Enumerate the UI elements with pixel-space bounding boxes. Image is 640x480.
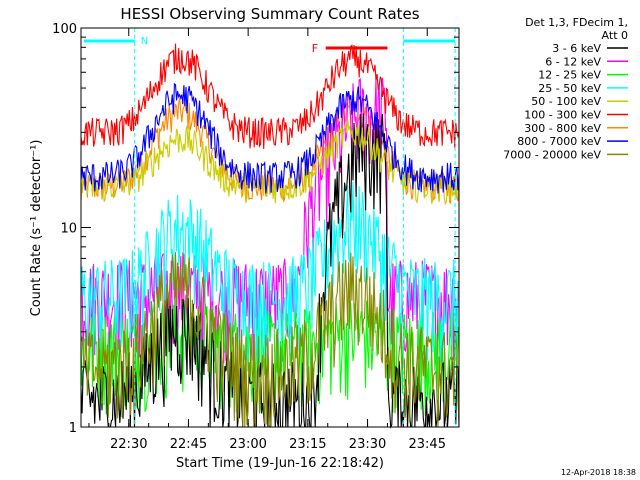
legend-label: 300 - 800 keV — [524, 122, 601, 135]
series-line-100-300-kev — [80, 43, 460, 150]
x-tick-label: 23:00 — [229, 437, 266, 452]
series-line-25-50-kev — [80, 181, 460, 363]
legend-label: 100 - 300 keV — [524, 109, 601, 122]
legend-label: 12 - 25 keV — [538, 69, 601, 82]
chart-title: HESSI Observing Summary Count Rates — [120, 5, 419, 23]
legend-label: 6 - 12 keV — [545, 55, 601, 68]
x-tick-label: 23:45 — [409, 437, 446, 452]
y-tick-label: 10 — [60, 222, 77, 237]
legend-label: 3 - 6 keV — [552, 42, 601, 55]
y-tick-label: 1 — [69, 421, 77, 436]
flare-label: F — [312, 42, 318, 55]
legend-label: 25 - 50 keV — [538, 82, 601, 95]
axes: 22:30 22:45 23:00 23:15 23:30 23:45 1 10 100 — [52, 22, 459, 452]
night-label: N — [141, 36, 148, 47]
legend-label: 800 - 7000 keV — [517, 135, 601, 148]
legend-header-2: Att 0 — [602, 29, 628, 42]
plot-area: NF — [80, 28, 460, 429]
series-line-12-25-kev — [80, 295, 460, 417]
x-tick-label: 22:30 — [110, 437, 147, 452]
series-line-800-7000-kev — [80, 82, 460, 194]
series-line-6-12-kev — [80, 77, 460, 368]
legend-label: 7000 - 20000 keV — [503, 148, 601, 161]
y-tick-label: 100 — [52, 22, 77, 37]
x-tick-label: 23:30 — [349, 437, 386, 452]
legend-label: 50 - 100 keV — [531, 95, 601, 108]
x-axis-label: Start Time (19-Jun-16 22:18:42) — [176, 456, 384, 471]
x-tick-label: 22:45 — [170, 437, 207, 452]
timestamp: 12-Apr-2018 18:38 — [561, 468, 636, 477]
legend-header-1: Det 1,3, FDecim 1, — [525, 16, 628, 29]
y-axis-label: Count Rate (s⁻¹ detector⁻¹) — [29, 140, 44, 317]
x-tick-label: 23:15 — [289, 437, 326, 452]
series-line-7000-20000-kev — [80, 252, 460, 428]
